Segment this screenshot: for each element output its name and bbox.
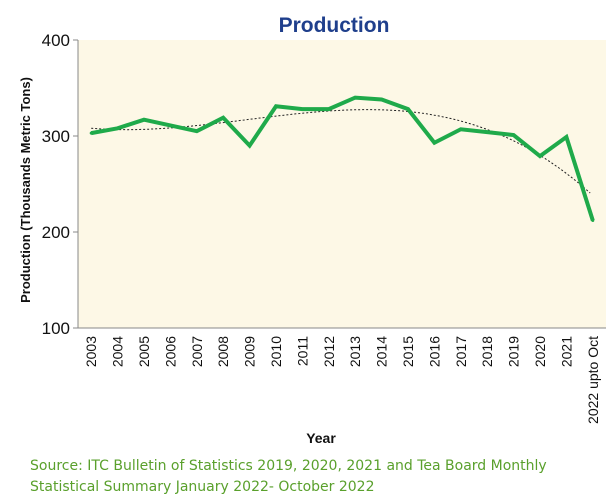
x-tick-label: 2009 [242, 336, 258, 367]
x-axis-ticks: 2003 2004 2005 2006 2007 2008 2009 2010 2011 2012… [83, 336, 601, 424]
data-point [195, 129, 199, 133]
data-point [274, 104, 278, 108]
x-tick-label: 2019 [506, 336, 522, 367]
y-tick-label: 100 [42, 319, 70, 338]
data-point [512, 133, 516, 137]
data-point [168, 123, 172, 127]
x-tick-label: 2020 [532, 336, 548, 367]
data-point [327, 107, 331, 111]
x-tick-label: 2021 [558, 336, 574, 367]
x-tick-label: 2015 [400, 336, 416, 367]
data-point [380, 98, 384, 102]
x-tick-label: 2006 [162, 336, 178, 367]
data-point [538, 154, 542, 158]
y-axis-ticks: 100 200 300 400 [42, 31, 78, 338]
data-point [300, 107, 304, 111]
x-tick-label: 2022 upto Oct [585, 336, 601, 424]
x-tick-label: 2017 [453, 336, 469, 367]
x-tick-label: 2007 [189, 336, 205, 367]
x-tick-label: 2018 [479, 336, 495, 367]
data-point [89, 131, 93, 135]
chart-title: Production [279, 14, 390, 37]
x-tick-label: 2014 [374, 336, 390, 367]
data-point [116, 126, 120, 130]
x-tick-label: 2008 [215, 336, 231, 367]
data-point [221, 116, 225, 120]
y-tick-label: 400 [42, 31, 70, 50]
series-line [90, 95, 595, 222]
plot-background [78, 40, 606, 328]
y-tick-label: 200 [42, 223, 70, 242]
x-tick-label: 2005 [136, 336, 152, 367]
data-point [432, 141, 436, 145]
y-axis-label: Production (Thousands Metric Tons) [18, 77, 33, 303]
data-point [591, 218, 595, 222]
x-tick-label: 2004 [110, 336, 126, 367]
x-tick-label: 2016 [426, 336, 442, 367]
x-tick-label: 2012 [321, 336, 337, 367]
x-tick-label: 2003 [83, 336, 99, 367]
trendline [91, 109, 591, 194]
data-point [406, 107, 410, 111]
y-tick-label: 300 [42, 127, 70, 146]
data-point [248, 144, 252, 148]
x-axis-label: Year [306, 430, 336, 446]
data-point [485, 130, 489, 134]
data-point [564, 135, 568, 139]
data-points [89, 96, 595, 222]
production-chart: Production 100 200 300 400 2003 2004 2005 2006… [18, 14, 606, 446]
data-point [142, 118, 146, 122]
x-tick-label: 2013 [347, 336, 363, 367]
data-point [459, 127, 463, 131]
data-point [353, 96, 357, 100]
x-tick-label: 2010 [268, 336, 284, 367]
source-note: Source: ITC Bulletin of Statistics 2019,… [30, 458, 547, 495]
x-tick-label: 2011 [294, 336, 310, 366]
